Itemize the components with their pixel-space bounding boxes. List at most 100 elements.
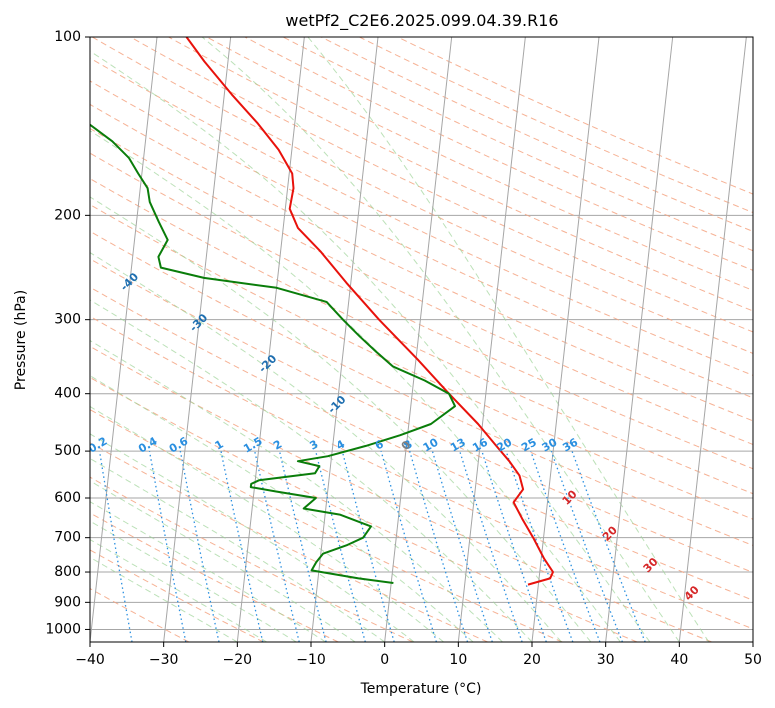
moist-adiabat [90,480,356,642]
moist-adiabat [90,252,562,642]
x-axis-label: Temperature (°C) [360,681,482,697]
x-tick-label: 10 [449,652,467,668]
dry-adiabat [90,230,753,546]
mixing-ratio-line [505,450,574,642]
mixing-ratio-line [53,451,82,642]
y-tick-label: 700 [54,530,81,546]
mixing-ratio-line [380,450,438,642]
moist-adiabat [90,538,268,642]
moist-adiabat [90,339,503,642]
mixing-ratio-line [254,450,300,642]
dry-adiabat [90,204,753,520]
dry-adiabat [320,37,753,232]
x-tick-label: −30 [149,652,179,668]
mixing-ratio-label: 36 [560,435,580,454]
isotherm-label: -60 [0,188,3,211]
y-tick-label: 100 [54,29,81,45]
y-tick-label: 1000 [45,621,81,637]
y-tick-label: 900 [54,594,81,610]
isotherm-line [384,37,453,642]
mixing-ratio-label: 0.4 [136,434,160,455]
isotherm-label: -40 [118,270,141,293]
moist-adiabat [90,556,238,642]
isotherm-line [310,37,379,642]
moist-adiabat [90,501,326,642]
x-axis: −40 −30 −20 −10 0 10 20 30 40 50 [75,642,762,668]
plot-frame [89,36,754,643]
isotherm-line [236,37,305,642]
dry-adiabat [205,37,753,291]
y-tick-label: 500 [54,443,81,459]
mixing-ratio-line [409,450,469,642]
isotherm-line [163,37,232,642]
dry-adiabat [90,258,753,574]
dry-adiabat [90,442,488,642]
x-tick-label: 50 [744,652,762,668]
x-tick-label: 20 [523,652,541,668]
isotherm-line [90,37,158,642]
isotherm-line [531,37,600,642]
isotherm-line [678,37,747,642]
dry-adiabat [90,315,753,630]
x-tick-label: 0 [380,652,389,668]
dry-adiabat [90,376,638,642]
background-lines [0,37,753,642]
dry-adiabat [90,178,753,495]
mixing-ratio-line [341,450,395,642]
y-axis-label: Pressure (hPa) [13,290,29,390]
mixing-ratio-label: 13 [448,436,468,455]
dry-adiabat [90,80,753,399]
dry-adiabat [281,37,753,252]
mixing-ratio-label: 2 [271,438,284,453]
moist-adiabat [90,433,415,642]
moist-adiabat [90,457,385,642]
profile-series [90,37,554,586]
mixing-ratio-label: 1.5 [241,435,264,456]
moist-adiabat [90,196,592,642]
mixing-ratio-label: 16 [470,435,490,454]
moist-adiabat [90,50,651,642]
dry-adiabat [90,286,753,601]
y-tick-label: 400 [54,386,81,402]
isotherm-label: -10 [325,393,348,416]
mixing-ratio-line [148,450,187,642]
dry-adiabat [167,37,753,312]
moist-adiabat [90,130,621,642]
x-tick-label: −40 [75,652,105,668]
mixing-ratio-label: 0.6 [167,434,191,455]
mixing-ratio-line [530,450,601,642]
moist-adiabat [307,37,710,642]
mixing-ratio-line [431,450,493,642]
moist-adiabat [90,405,444,642]
y-tick-label: 600 [54,490,81,506]
mixing-ratio-line [315,450,366,642]
y-axis: 1000 900 800 700 600 500 400 300 200 100 [45,29,90,637]
mixing-ratio-line [481,450,547,642]
dry-adiabat [90,476,414,642]
mixing-ratio-line [98,450,133,642]
dry-adiabat [358,37,753,214]
line-labels: 0.10.20.40.611.52346810131620253036-100-… [0,188,702,603]
isotherm-line [0,37,10,642]
moist-adiabat [201,37,680,642]
dry-adiabat [91,37,753,354]
y-tick-label: 300 [54,312,81,328]
dry-adiabat [90,512,339,642]
dewpoint-profile-line [90,123,456,584]
x-tick-label: 40 [670,652,688,668]
isotherm-line [457,37,526,642]
isotherm-label: -20 [256,352,279,375]
mixing-ratio-line [278,450,327,642]
chart-title: wetPf2_C2E6.2025.099.04.39.R16 [285,11,558,31]
mixing-ratio-label: 30 [540,435,560,454]
x-tick-label: 30 [597,652,615,668]
mixing-ratio-line [220,450,264,642]
temperature-profile-line [185,37,554,586]
dry-adiabat [243,37,753,271]
y-tick-label: 800 [54,564,81,580]
y-tick-label: 200 [54,207,81,223]
x-tick-label: −20 [223,652,253,668]
dry-adiabat [90,103,753,422]
mixing-ratio-label: 25 [519,436,539,455]
